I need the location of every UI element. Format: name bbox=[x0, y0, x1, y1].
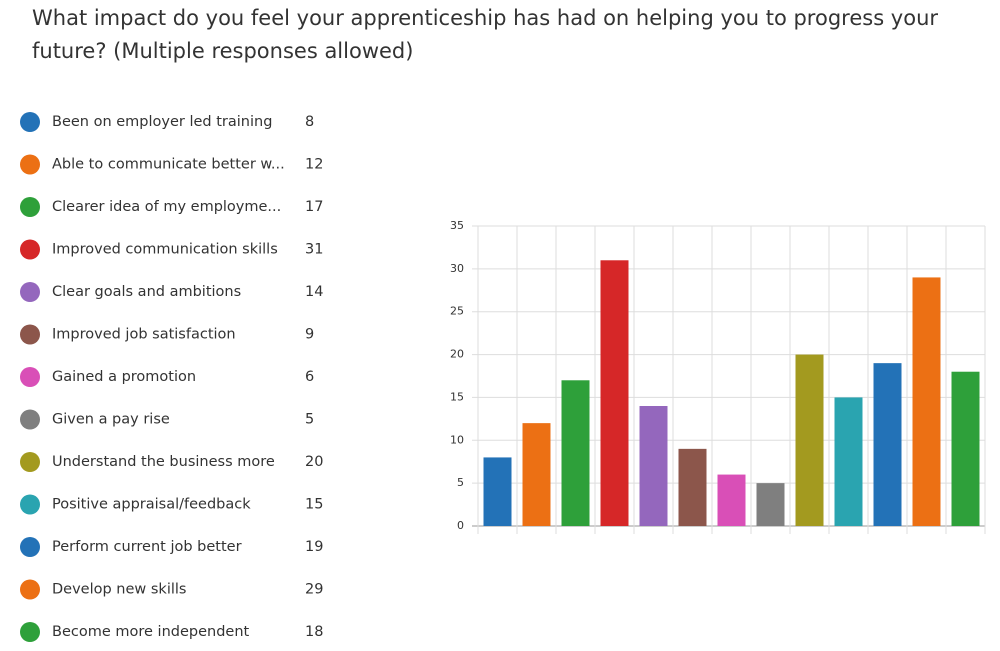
bar bbox=[756, 483, 785, 526]
legend-swatch bbox=[20, 154, 40, 175]
legend-swatch bbox=[20, 112, 40, 132]
y-tick-label: 0 bbox=[457, 519, 464, 532]
legend-swatch bbox=[20, 494, 40, 515]
bar bbox=[717, 474, 746, 526]
legend-label: Improved communication skills bbox=[52, 242, 278, 258]
bar bbox=[873, 363, 902, 526]
legend-count: 8 bbox=[305, 114, 314, 130]
legend-label: Given a pay rise bbox=[52, 412, 170, 428]
legend-swatch bbox=[20, 239, 40, 260]
bar bbox=[639, 406, 668, 526]
legend-count: 31 bbox=[305, 242, 323, 258]
legend-count: 17 bbox=[305, 199, 323, 215]
y-tick-label: 10 bbox=[450, 433, 464, 446]
legend-swatch bbox=[20, 537, 40, 557]
bar bbox=[834, 397, 863, 526]
y-tick-label: 30 bbox=[450, 262, 464, 275]
legend-count: 19 bbox=[305, 539, 323, 555]
legend-label: Gained a promotion bbox=[52, 369, 196, 385]
legend-swatch bbox=[20, 197, 40, 217]
legend-count: 18 bbox=[305, 624, 323, 640]
legend-swatch bbox=[20, 282, 40, 302]
bar bbox=[561, 380, 590, 526]
legend-count: 29 bbox=[305, 582, 323, 598]
bar bbox=[912, 277, 941, 526]
legend-label: Develop new skills bbox=[52, 582, 186, 598]
legend-swatch bbox=[20, 622, 40, 642]
legend-swatch bbox=[20, 579, 40, 600]
legend-label: Clearer idea of my employme... bbox=[52, 199, 281, 215]
bar bbox=[951, 371, 980, 526]
legend-count: 20 bbox=[305, 454, 323, 470]
chart-title: What impact do you feel your apprentices… bbox=[32, 6, 939, 63]
legend-count: 9 bbox=[305, 327, 314, 343]
legend-swatch bbox=[20, 452, 40, 472]
legend-label: Become more independent bbox=[52, 624, 250, 640]
legend-label: Perform current job better bbox=[52, 539, 242, 555]
legend-count: 14 bbox=[305, 284, 323, 300]
bar bbox=[795, 354, 824, 526]
legend-count: 12 bbox=[305, 157, 323, 173]
y-tick-label: 20 bbox=[450, 348, 464, 361]
legend-label: Clear goals and ambitions bbox=[52, 284, 241, 300]
legend-count: 5 bbox=[305, 412, 314, 428]
y-tick-label: 5 bbox=[457, 476, 464, 489]
y-tick-label: 25 bbox=[450, 305, 464, 318]
y-tick-label: 15 bbox=[450, 390, 464, 403]
bar bbox=[678, 448, 707, 526]
legend-swatch bbox=[20, 409, 40, 430]
y-tick-label: 35 bbox=[450, 219, 464, 232]
legend-label: Improved job satisfaction bbox=[52, 327, 236, 343]
legend-swatch bbox=[20, 324, 40, 345]
bar bbox=[522, 423, 551, 526]
bar bbox=[483, 457, 512, 526]
legend-label: Able to communicate better w... bbox=[52, 157, 285, 173]
legend-label: Positive appraisal/feedback bbox=[52, 497, 251, 513]
legend-swatch bbox=[20, 367, 40, 387]
legend-count: 6 bbox=[305, 369, 314, 385]
legend-label: Understand the business more bbox=[52, 454, 275, 470]
legend-label: Been on employer led training bbox=[52, 114, 272, 130]
bar bbox=[600, 260, 629, 526]
legend-count: 15 bbox=[305, 497, 323, 513]
